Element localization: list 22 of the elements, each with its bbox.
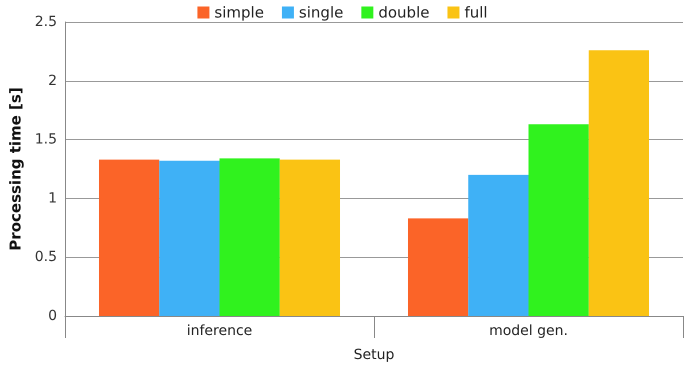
x-tick-label: model gen.: [489, 323, 568, 339]
bar: [408, 218, 468, 316]
bar: [468, 174, 528, 316]
y-tick-label: 2: [48, 72, 57, 89]
legend-label: full: [464, 4, 488, 22]
bar: [588, 50, 650, 316]
y-tick-label: 0: [48, 308, 57, 324]
bar: [98, 160, 160, 316]
y-tick-label: 1: [48, 190, 57, 206]
x-axis-title: Setup: [354, 347, 394, 363]
legend-label: double: [378, 4, 430, 22]
bar: [280, 160, 340, 316]
y-tick-label: 1.5: [34, 132, 57, 148]
legend-label: single: [298, 4, 344, 22]
y-tick-label: 2.5: [34, 14, 57, 30]
bar: [528, 124, 589, 316]
y-axis-title: Processing time [s]: [6, 87, 24, 251]
bar: [159, 160, 220, 316]
y-tick-label: 0.5: [34, 249, 57, 266]
bar: [220, 158, 280, 316]
legend-label: simple: [214, 4, 264, 22]
x-tick-label: inference: [186, 323, 252, 339]
